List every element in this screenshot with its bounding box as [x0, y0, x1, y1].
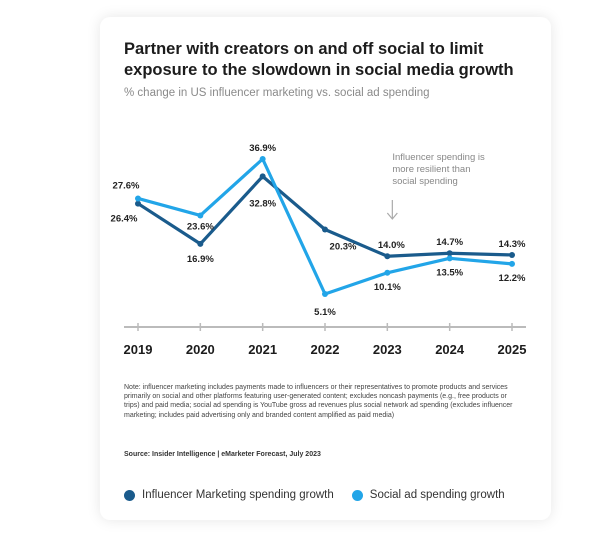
x-tick-label: 2022 [311, 342, 340, 357]
data-point [322, 226, 328, 233]
data-label: 20.3% [330, 241, 357, 252]
data-point [259, 173, 266, 180]
x-tick-label: 2019 [124, 342, 153, 357]
x-tick-label: 2024 [435, 342, 465, 357]
data-label: 14.7% [436, 237, 463, 248]
x-tick-label: 2025 [498, 342, 527, 357]
legend-item-social: Social ad spending growth [351, 489, 505, 501]
data-label: 5.1% [314, 307, 336, 318]
data-point [509, 251, 515, 258]
data-label: 27.6% [113, 180, 140, 191]
legend-label-social: Social ad spending growth [369, 489, 505, 501]
x-tick-label: 2020 [186, 342, 215, 357]
data-point [446, 250, 453, 257]
line-chart: 2019 2020 2021 2022 2023 2024 2025 26.4% 16.9% 32… [111, 143, 527, 357]
x-tick-label: 2021 [248, 342, 277, 357]
data-point [322, 291, 328, 297]
data-label: 10.1% [374, 282, 401, 293]
data-point [135, 195, 141, 202]
data-label: 36.9% [249, 143, 276, 154]
chart-card: Partner with creators on and off social … [100, 17, 551, 520]
data-point [509, 260, 515, 267]
data-point [259, 156, 266, 162]
chart-subtitle: % change in US influencer marketing vs. … [124, 87, 430, 99]
annotation-text: more resilient than [392, 164, 470, 175]
data-label: 23.6% [187, 221, 214, 232]
data-label: 16.9% [187, 254, 214, 265]
data-point [384, 253, 391, 260]
data-label: 12.2% [499, 273, 526, 284]
data-label: 32.8% [249, 198, 276, 209]
data-label: 13.5% [436, 267, 463, 278]
annotation-text: social spending [392, 176, 458, 187]
data-point [135, 200, 141, 207]
data-point [446, 255, 453, 262]
data-label: 14.0% [378, 240, 405, 251]
data-label: 14.3% [499, 239, 526, 250]
chart-note: Note: influencer marketing includes paym… [124, 384, 513, 419]
legend-label-influencer: Influencer Marketing spending growth [142, 489, 334, 501]
annotation-arrowhead [386, 212, 398, 220]
legend-item-influencer: Influencer Marketing spending growth [124, 489, 334, 501]
data-point [197, 212, 204, 219]
chart-source: Source: Insider Intelligence | eMarketer… [124, 451, 321, 458]
legend-dot-social [351, 489, 363, 501]
annotation-text: Influencer spending is [392, 152, 485, 163]
data-point [197, 240, 204, 247]
data-label: 26.4% [111, 214, 138, 225]
chart-title: Partner with creators on and off social … [124, 40, 514, 79]
chart-legend: Influencer Marketing spending growth Soc… [124, 489, 544, 501]
data-point [384, 269, 391, 276]
legend-dot-influencer [124, 489, 135, 501]
x-tick-label: 2023 [373, 342, 402, 357]
